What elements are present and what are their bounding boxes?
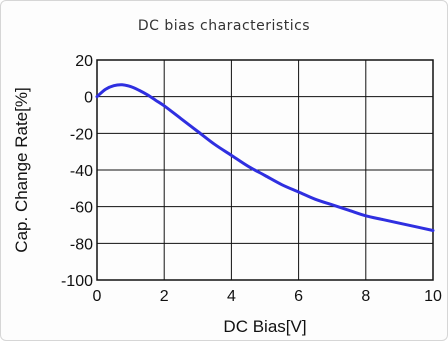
x-tick-label: 6 <box>294 288 303 305</box>
y-tick-label: 20 <box>75 53 93 70</box>
x-tick-label: 4 <box>227 288 236 305</box>
x-tick-label: 2 <box>160 288 169 305</box>
x-tick-label: 0 <box>93 288 102 305</box>
y-tick-label: -40 <box>70 163 93 180</box>
series-group <box>95 83 435 232</box>
y-tick-label: 0 <box>84 90 93 107</box>
x-tick-labels: 0 2 4 6 8 10 <box>93 288 442 305</box>
plot-area <box>96 59 434 281</box>
y-tick-labels: 20 0 -20 -40 -60 -80 -100 <box>61 53 93 290</box>
x-axis-label: DC Bias[V] <box>223 317 306 336</box>
chart-title: DC bias characteristics <box>137 18 311 34</box>
y-tick-label: -20 <box>70 126 93 143</box>
series-line <box>95 83 435 232</box>
x-tick-label: 10 <box>424 288 442 305</box>
y-tick-label: -60 <box>70 200 93 217</box>
y-tick-label: -100 <box>61 273 93 290</box>
x-tick-label: 8 <box>361 288 370 305</box>
y-axis-label: Cap. Change Rate[%] <box>12 87 31 252</box>
grid <box>97 60 433 280</box>
y-tick-label: -80 <box>70 236 93 253</box>
